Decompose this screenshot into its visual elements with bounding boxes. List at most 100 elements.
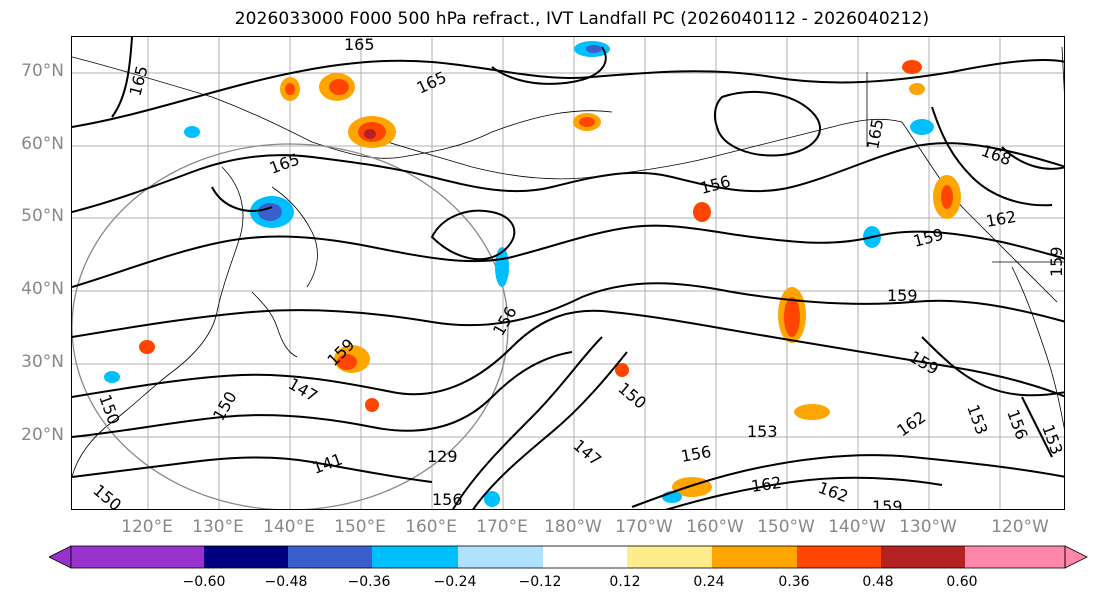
lat-label-20n: 20°N bbox=[21, 425, 64, 445]
contour-line bbox=[491, 46, 607, 85]
coast-kamchatka bbox=[271, 186, 318, 288]
pc-shading bbox=[104, 41, 961, 507]
contour-label: 168 bbox=[979, 141, 1014, 169]
contour-label: 150 bbox=[95, 392, 123, 427]
colorbar-segment bbox=[71, 546, 204, 568]
shade-blob bbox=[586, 45, 602, 53]
colorbar-underflow-triangle bbox=[49, 545, 72, 569]
lon-label-150w: 150°W bbox=[757, 517, 815, 537]
lon-label-160e: 160°E bbox=[405, 517, 457, 537]
shade-blob bbox=[329, 79, 349, 95]
contour-line bbox=[472, 351, 628, 509]
coast-east-asia bbox=[72, 166, 244, 478]
lon-label-130w: 130°W bbox=[899, 517, 957, 537]
coast-north-asia bbox=[72, 56, 613, 159]
contour-label: 153 bbox=[747, 422, 778, 441]
shade-blob bbox=[364, 129, 376, 139]
lat-label-30n: 30°N bbox=[21, 352, 64, 372]
colorbar-segment bbox=[543, 546, 627, 568]
graticule bbox=[72, 37, 1064, 509]
lon-label-180w: 180°W bbox=[544, 517, 602, 537]
contour-label: 165 bbox=[267, 149, 302, 177]
contour-label: 156 bbox=[698, 172, 732, 198]
contour-label: 165 bbox=[344, 37, 375, 54]
colorbar-outline bbox=[70, 545, 1066, 569]
lat-label-70n: 70°N bbox=[21, 61, 64, 81]
contour-line bbox=[921, 336, 1064, 397]
contour-label: 156 bbox=[679, 442, 712, 466]
shade-blob bbox=[184, 126, 200, 138]
map-svg: 165 165 165 165 168 165 156 162 159 159 … bbox=[72, 37, 1065, 510]
lon-label-160w: 160°W bbox=[686, 517, 744, 537]
contour-label: 162 bbox=[816, 478, 851, 506]
contour-line bbox=[1001, 146, 1064, 170]
shade-blob bbox=[337, 354, 357, 370]
contour-line bbox=[430, 209, 516, 261]
colorbar-segment bbox=[288, 546, 372, 568]
shade-blob bbox=[909, 83, 925, 95]
colorbar-segment bbox=[204, 546, 288, 568]
colorbar-segment bbox=[881, 546, 965, 568]
lon-label-140e: 140°E bbox=[263, 517, 315, 537]
contour-label: 162 bbox=[984, 207, 1017, 231]
shade-blob bbox=[910, 119, 934, 135]
lon-label-150e: 150°E bbox=[334, 517, 386, 537]
colorbar-tick-label: 0.12 bbox=[609, 574, 641, 590]
shade-blob bbox=[693, 202, 711, 222]
contour-label: 129 bbox=[427, 447, 458, 466]
contour-line bbox=[452, 336, 603, 509]
map-panel: 165 165 165 165 168 165 156 162 159 159 … bbox=[71, 36, 1065, 510]
shade-blob bbox=[579, 117, 595, 127]
contour-line bbox=[665, 476, 943, 509]
contour-line bbox=[111, 37, 133, 118]
lon-label-140w: 140°W bbox=[828, 517, 886, 537]
contour-line bbox=[631, 454, 1064, 508]
contour-line bbox=[72, 282, 1064, 338]
shade-blob bbox=[139, 340, 155, 354]
colorbar-segment bbox=[712, 546, 797, 568]
colorbar-tick-label: 0.48 bbox=[862, 574, 894, 590]
lon-label-130e: 130°E bbox=[192, 517, 244, 537]
shade-blob bbox=[495, 247, 509, 287]
colorbar-segment bbox=[627, 546, 712, 568]
shade-blob bbox=[902, 60, 922, 74]
coastlines bbox=[72, 46, 1064, 478]
shade-blob bbox=[484, 491, 500, 507]
shade-blob bbox=[941, 185, 953, 209]
contour-label: 159 bbox=[1047, 246, 1065, 277]
lon-label-170w: 170°W bbox=[615, 517, 673, 537]
colorbar-segment bbox=[965, 546, 1065, 568]
contour-line bbox=[1021, 396, 1053, 458]
contour-label: 141 bbox=[310, 449, 345, 477]
contour-label: 159 bbox=[872, 497, 903, 510]
contour-label: 159 bbox=[887, 286, 918, 305]
coast-ne bbox=[1061, 46, 1064, 93]
coast-bering bbox=[371, 118, 903, 180]
coast-alaska bbox=[901, 121, 1058, 303]
colorbar-tick-label: −0.24 bbox=[433, 574, 477, 590]
contour-line bbox=[931, 106, 1053, 207]
contour-line bbox=[72, 142, 1064, 213]
contour-label: 153 bbox=[963, 402, 991, 437]
contour-line bbox=[72, 456, 433, 483]
contour-line bbox=[211, 186, 273, 212]
colorbar-segment bbox=[797, 546, 881, 568]
lon-label-170e: 170°E bbox=[476, 517, 528, 537]
contour-line bbox=[72, 351, 573, 438]
colorbar-tick-label: −0.48 bbox=[264, 574, 308, 590]
contour-label: 162 bbox=[893, 407, 929, 440]
shade-blob bbox=[285, 83, 295, 95]
contour-label: 162 bbox=[750, 473, 783, 496]
colorbar-tick-label: 0.60 bbox=[946, 574, 978, 590]
shade-blob bbox=[615, 363, 629, 377]
colorbar-tick-label: −0.36 bbox=[347, 574, 391, 590]
shade-blob bbox=[784, 297, 800, 337]
shade-blob bbox=[794, 404, 830, 420]
colorbar-tick-label: −0.12 bbox=[518, 574, 562, 590]
shade-blob bbox=[104, 371, 120, 383]
colorbar-overflow-triangle bbox=[1064, 545, 1088, 569]
lat-label-40n: 40°N bbox=[21, 279, 64, 299]
lon-label-120e: 120°E bbox=[121, 517, 173, 537]
figure-title: 2026033000 F000 500 hPa refract., IVT La… bbox=[234, 9, 930, 29]
colorbar bbox=[49, 545, 1088, 569]
